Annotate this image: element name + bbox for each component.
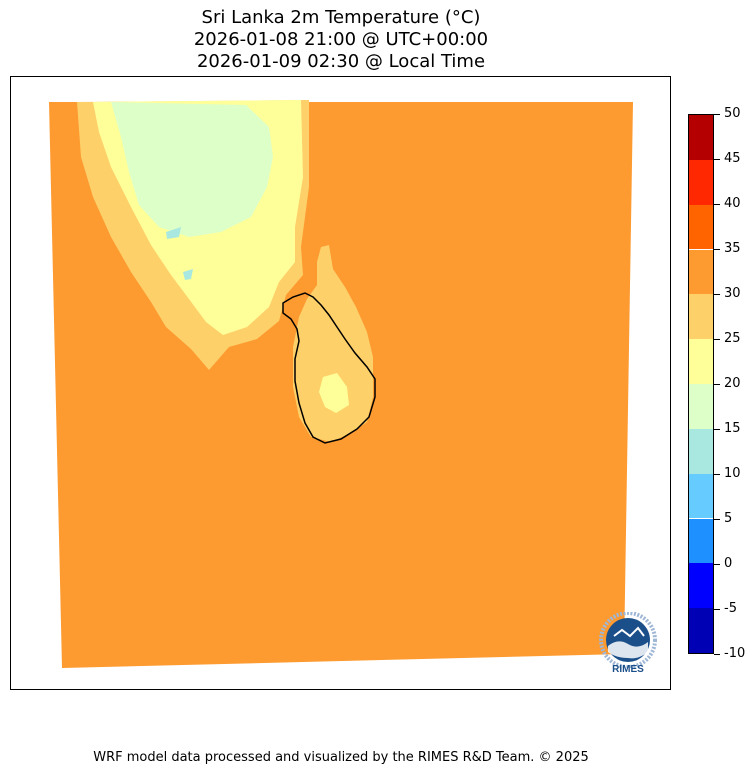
title-line-3: 2026-01-09 02:30 @ Local Time — [196, 51, 486, 72]
colorbar-tick — [714, 159, 720, 160]
field-20-25-srilanka — [319, 373, 349, 413]
map-panel — [10, 76, 671, 690]
colorbar — [688, 114, 714, 654]
field-25-30-srilanka — [293, 245, 373, 442]
colorbar-tick — [714, 519, 720, 520]
rimes-logo: RIMES — [596, 611, 660, 678]
colorbar-tick — [714, 609, 720, 610]
colorbar-segment — [689, 339, 713, 384]
colorbar-tick — [714, 429, 720, 430]
colorbar-tick — [714, 249, 720, 250]
colorbar-tick-label: 15 — [724, 421, 741, 436]
logo-label: RIMES — [612, 664, 644, 675]
srilanka-coastline — [282, 292, 376, 444]
colorbar-tick — [714, 339, 720, 340]
colorbar-segment — [689, 115, 713, 160]
map-title: Sri Lanka 2m Temperature (°C) 2026-01-08… — [0, 7, 682, 73]
colorbar-segment — [689, 428, 713, 474]
colorbar-segment — [689, 249, 713, 295]
colorbar-tick-label: 5 — [724, 511, 733, 526]
colorbar-segment — [689, 608, 713, 653]
colorbar-segment — [689, 294, 713, 340]
field-15-20-india — [111, 102, 273, 237]
colorbar-tick-label: 0 — [724, 556, 733, 571]
colorbar-tick — [714, 294, 720, 295]
title-line-1: Sri Lanka 2m Temperature (°C) — [201, 7, 481, 28]
colorbar-tick-label: 45 — [724, 151, 741, 166]
colorbar-tick-label: -10 — [724, 646, 746, 661]
colorbar-tick-label: 35 — [724, 241, 741, 256]
colorbar-segment — [689, 563, 713, 609]
colorbar-tick — [714, 654, 720, 655]
colorbar-segment — [689, 159, 713, 205]
colorbar-segment — [689, 384, 713, 429]
colorbar-tick — [714, 564, 720, 565]
colorbar-segment — [689, 518, 713, 564]
colorbar-segment — [689, 473, 713, 519]
colorbar-tick-label: 25 — [724, 331, 741, 346]
colorbar-tick — [714, 204, 720, 205]
colorbar-tick-label: -5 — [724, 601, 737, 616]
field-10-15-patch-1 — [166, 227, 181, 239]
temperature-map — [49, 100, 633, 668]
colorbar-tick — [714, 384, 720, 385]
field-10-15-patch-2 — [183, 269, 193, 280]
colorbar-tick-label: 50 — [724, 106, 741, 121]
colorbar-tick-label: 20 — [724, 376, 741, 391]
colorbar-tick — [714, 474, 720, 475]
colorbar-tick-label: 40 — [724, 196, 741, 211]
rimes-logo-icon — [599, 611, 657, 669]
title-line-2: 2026-01-08 21:00 @ UTC+00:00 — [193, 29, 489, 50]
colorbar-tick-label: 30 — [724, 286, 741, 301]
colorbar-tick — [714, 114, 720, 115]
colorbar-tick-label: 10 — [724, 466, 741, 481]
footer-credit: WRF model data processed and visualized … — [93, 750, 589, 765]
colorbar-segment — [689, 204, 713, 250]
